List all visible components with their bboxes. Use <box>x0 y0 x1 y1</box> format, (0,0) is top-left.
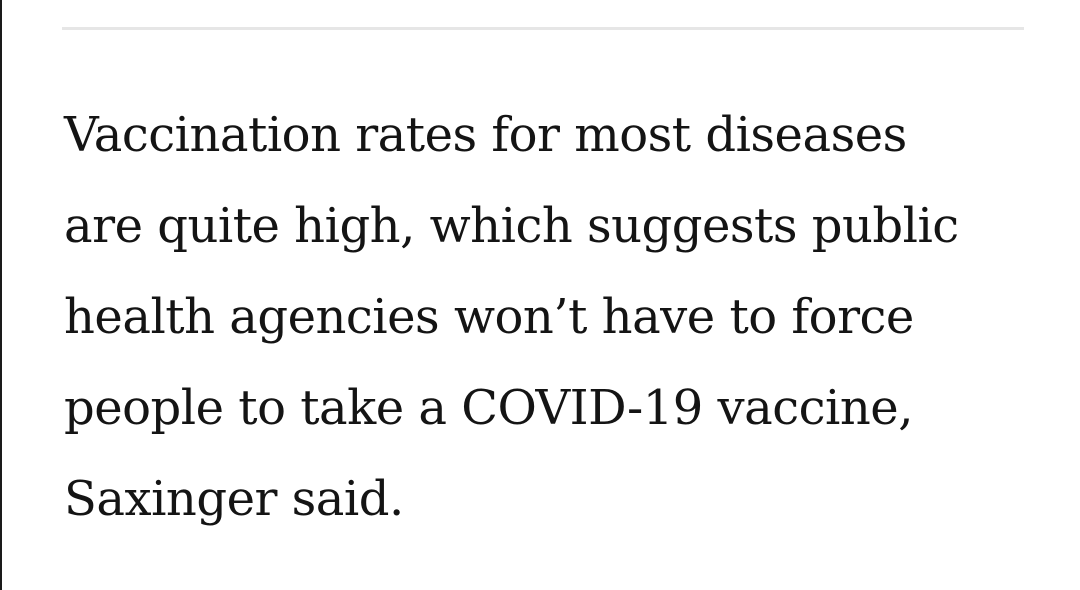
paragraph-line: health agencies won’t have to force <box>64 289 914 345</box>
article-paragraph: Vaccination rates for most diseases are … <box>64 90 1054 545</box>
paragraph-line: people to take a COVID-19 vaccine, <box>64 380 913 436</box>
section-divider <box>62 27 1024 30</box>
paragraph-line: Vaccination rates for most diseases <box>64 107 907 163</box>
paragraph-line: Saxinger said. <box>64 471 404 527</box>
paragraph-line: are quite high, which suggests public <box>64 198 959 254</box>
